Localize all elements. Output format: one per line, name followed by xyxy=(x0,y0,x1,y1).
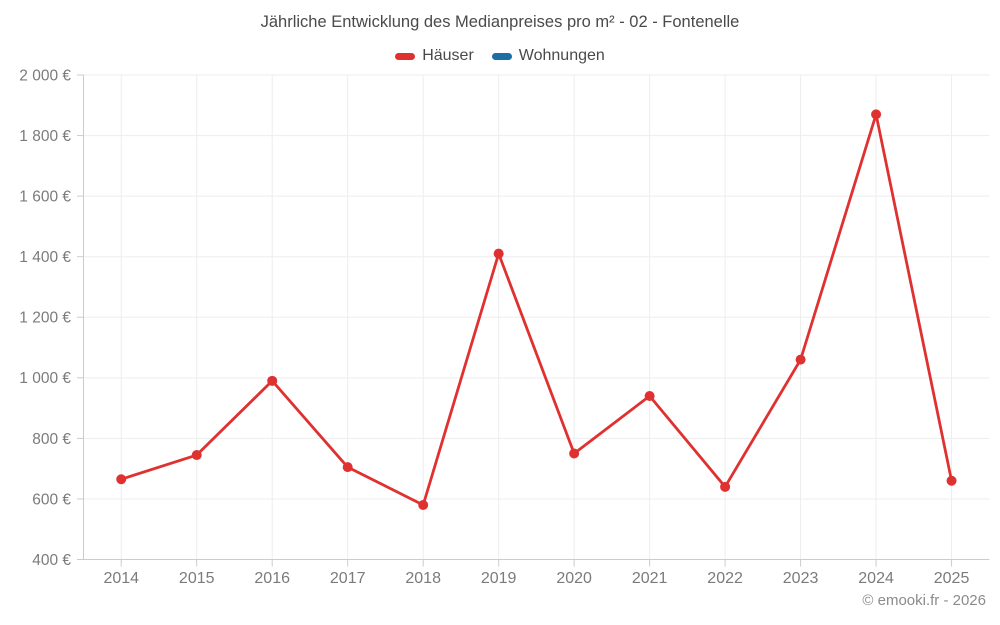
x-axis-label: 2016 xyxy=(254,570,290,587)
y-axis-label: 800 € xyxy=(32,431,71,448)
series-line-häuser xyxy=(119,112,953,507)
data-point[interactable] xyxy=(795,354,806,365)
chart-legend: Häuser Wohnungen xyxy=(0,47,1000,65)
y-axis-label: 1 400 € xyxy=(19,249,71,266)
chart-title: Jährliche Entwicklung des Medianpreises … xyxy=(260,13,740,31)
legend-label-wohnungen: Wohnungen xyxy=(518,47,605,64)
credit-footer: © emooki.fr - 2026 xyxy=(862,592,986,609)
legend-swatch-wohnungen-icon xyxy=(491,52,512,60)
x-axis-label: 2022 xyxy=(707,570,743,587)
x-axis-label: 2023 xyxy=(783,570,819,587)
data-point[interactable] xyxy=(116,474,127,485)
x-axis-label: 2020 xyxy=(556,570,592,587)
data-point[interactable] xyxy=(493,248,504,259)
data-point[interactable] xyxy=(342,462,353,473)
x-axis-label: 2015 xyxy=(179,570,215,587)
data-point[interactable] xyxy=(720,481,731,492)
legend-label-haeuser: Häuser xyxy=(422,47,474,64)
data-point[interactable] xyxy=(644,390,655,401)
x-axis-label: 2025 xyxy=(934,570,970,587)
y-axis-label: 1 600 € xyxy=(19,189,71,206)
x-axis-label: 2019 xyxy=(481,570,517,587)
y-axis-label: 1 800 € xyxy=(19,128,71,145)
legend-item-haeuser[interactable]: Häuser xyxy=(395,47,474,65)
y-axis-label: 600 € xyxy=(32,491,71,508)
x-axis-label: 2021 xyxy=(632,570,668,587)
legend-item-wohnungen[interactable]: Wohnungen xyxy=(491,47,605,65)
y-axis-label: 2 000 € xyxy=(19,67,71,84)
y-axis-label: 1 000 € xyxy=(19,370,71,387)
data-point[interactable] xyxy=(418,499,429,510)
x-axis-label: 2017 xyxy=(330,570,366,587)
legend-swatch-haeuser-icon xyxy=(395,52,416,60)
y-axis-label: 1 200 € xyxy=(19,310,71,327)
data-point[interactable] xyxy=(191,450,202,461)
y-axis-label: 400 € xyxy=(32,552,71,569)
x-axis-label: 2018 xyxy=(405,570,441,587)
data-point[interactable] xyxy=(946,475,957,486)
data-point[interactable] xyxy=(267,375,278,386)
data-point[interactable] xyxy=(569,448,580,459)
x-axis-label: 2014 xyxy=(103,570,139,587)
x-axis-label: 2024 xyxy=(858,570,894,587)
data-point[interactable] xyxy=(871,109,882,120)
